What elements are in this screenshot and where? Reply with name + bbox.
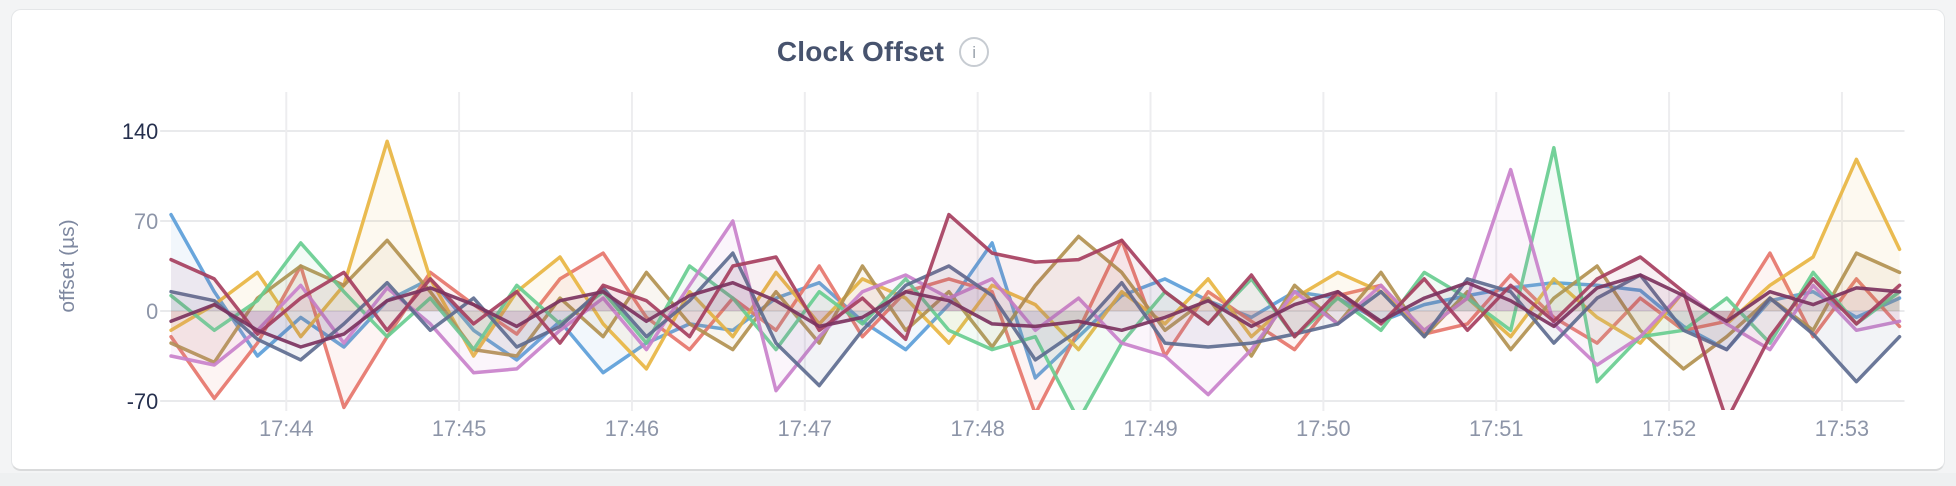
- x-tick-label: 17:47: [778, 416, 832, 441]
- y-tick-label: 0: [146, 299, 158, 324]
- series-area-series-5: [171, 147, 1900, 410]
- y-axis-title: offset (µs): [56, 219, 79, 312]
- x-tick-label: 17:46: [605, 416, 659, 441]
- series-line-series-5: [169, 145, 1902, 410]
- info-icon[interactable]: i: [959, 37, 990, 67]
- x-tick-label: 17:53: [1815, 416, 1869, 441]
- series-area-series-8: [171, 214, 1900, 410]
- series-line-series-6: [169, 167, 1902, 397]
- x-tick-label: 17:49: [1123, 416, 1177, 441]
- chart-title: Clock Offset: [776, 36, 945, 67]
- clock-offset-chart[interactable]: 140 70 0 -70 17:44 17:45 17:46 17:47 17:48 17:49 1…: [12, 74, 1944, 466]
- info-icon-glyph: i: [972, 42, 977, 62]
- series-line-series-8: [169, 212, 1902, 410]
- series-line-series-2: [169, 238, 1902, 410]
- series-area-series-7: [171, 253, 1900, 386]
- series-group: [169, 139, 1902, 410]
- x-tick-label: 17:45: [432, 416, 486, 441]
- x-tick-label: 17:52: [1642, 416, 1696, 441]
- x-tick-label: 17:44: [259, 416, 313, 441]
- page-section-divider: [0, 473, 1956, 486]
- y-tick-label: 70: [134, 209, 158, 234]
- chart-header: Clock Offset i: [0, 10, 1849, 68]
- x-tick-label: 17:51: [1469, 416, 1523, 441]
- y-tick-label: -70: [127, 389, 158, 414]
- series-line-series-9: [169, 273, 1902, 349]
- x-tick-label: 17:48: [950, 416, 1004, 441]
- series-area-series-3: [171, 141, 1900, 369]
- chart-card: Clock Offset i 140 70 0 -70 17:44 17:45 17:46 1…: [11, 9, 1945, 471]
- x-tick-label: 17:50: [1296, 416, 1350, 441]
- y-tick-label: 140: [122, 119, 158, 144]
